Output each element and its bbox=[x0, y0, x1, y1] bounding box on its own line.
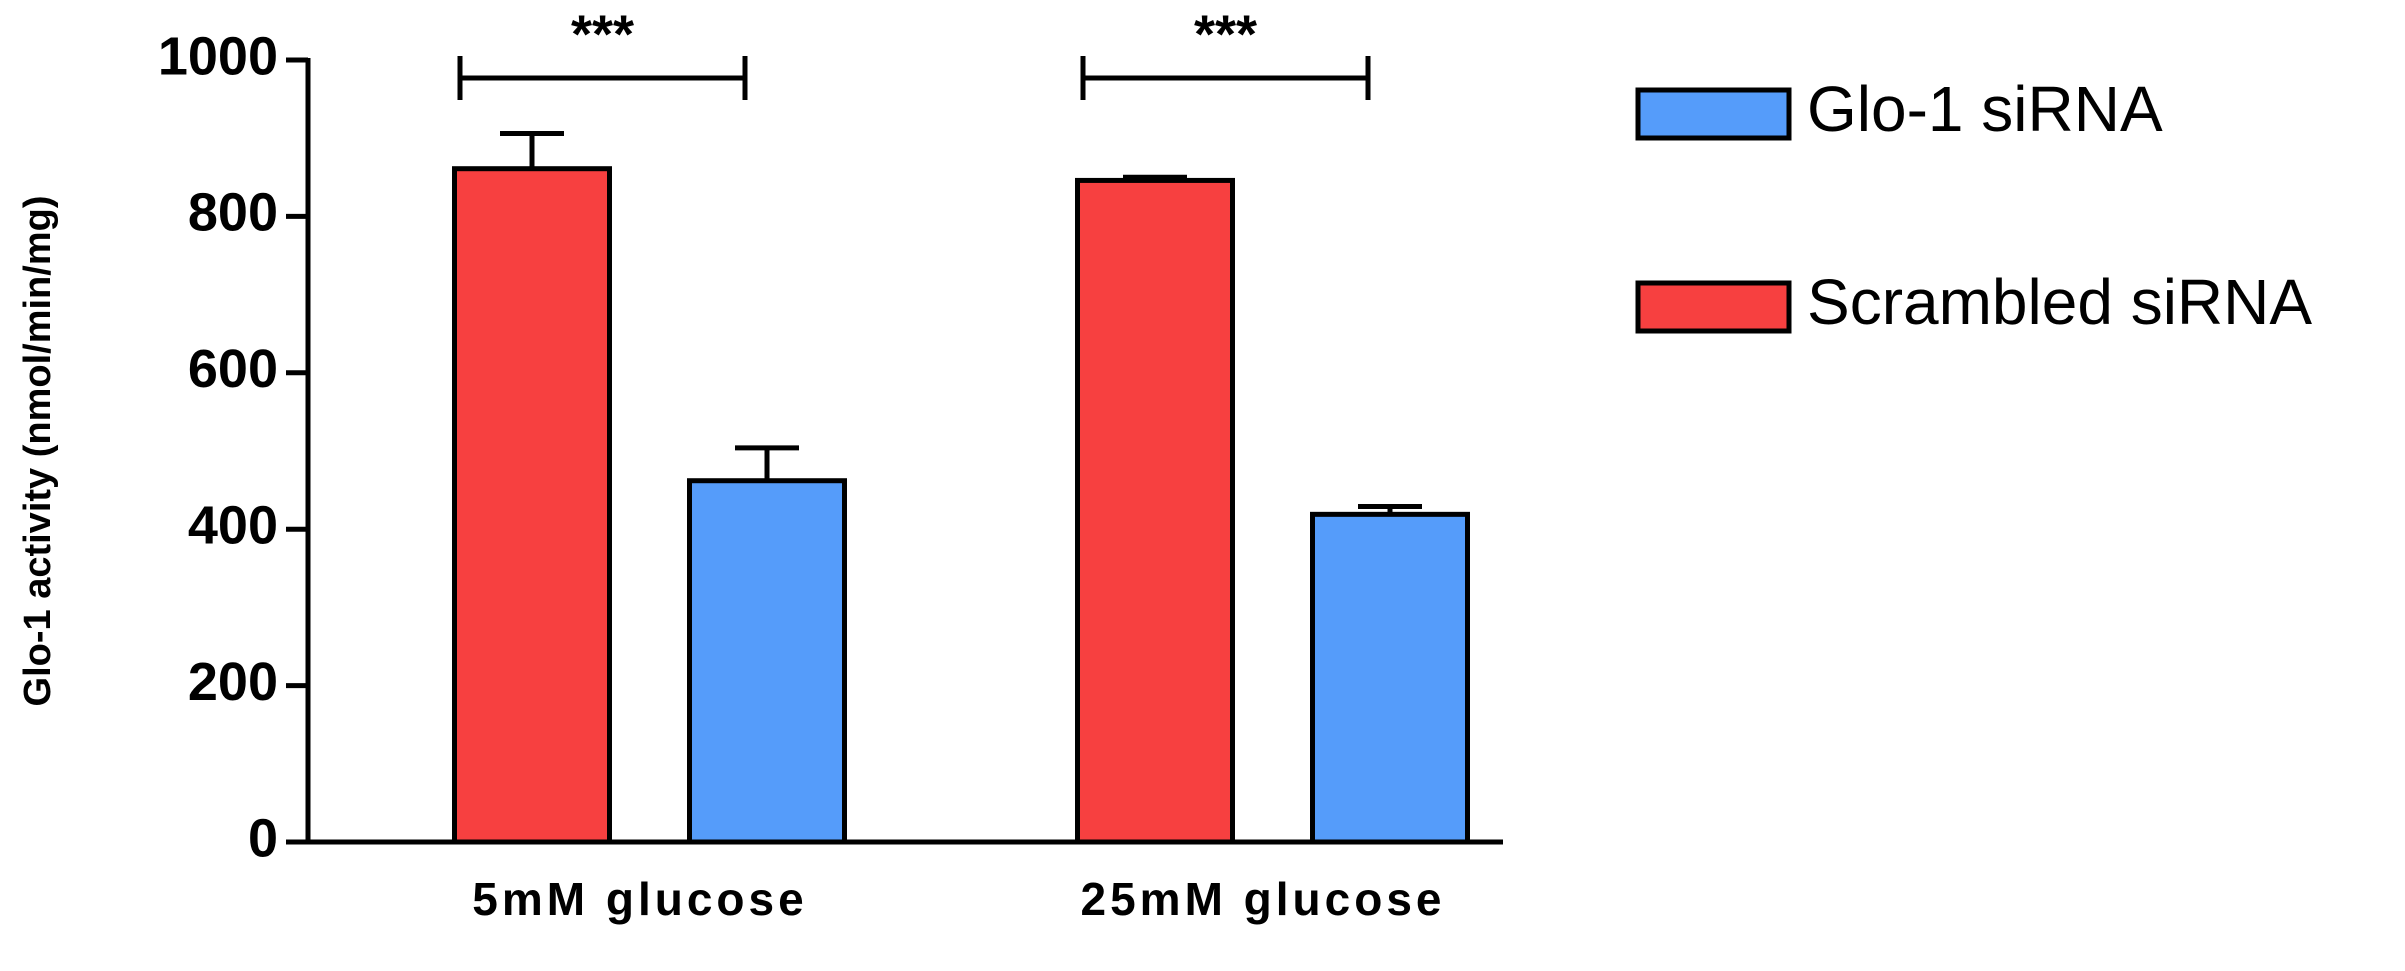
y-tick-label: 600 bbox=[188, 339, 278, 399]
legend-swatch bbox=[1635, 280, 1792, 334]
annotation: *** bbox=[571, 4, 634, 64]
x-tick-label: 5mM glucose bbox=[472, 873, 807, 925]
bar bbox=[687, 478, 847, 845]
annotation: *** bbox=[1194, 4, 1257, 64]
significance-bracket bbox=[457, 56, 748, 100]
x-tick-label: 25mM glucose bbox=[1081, 873, 1446, 925]
y-tick-label: 400 bbox=[188, 495, 278, 555]
legend-label: Glo-1 siRNA bbox=[1807, 73, 2163, 145]
bar bbox=[1075, 177, 1235, 845]
legend-swatch bbox=[1635, 87, 1792, 141]
bar bbox=[1310, 511, 1470, 845]
significance-bracket bbox=[1080, 56, 1371, 100]
y-tick-label: 1000 bbox=[158, 26, 278, 86]
y-tick-label: 200 bbox=[188, 652, 278, 712]
bar bbox=[452, 166, 612, 845]
y-tick-label: 800 bbox=[188, 183, 278, 243]
error-bar bbox=[735, 445, 799, 481]
y-axis-label: Glo-1 activity (nmol/min/mg) bbox=[17, 196, 59, 707]
error-bar bbox=[500, 131, 564, 169]
y-tick-label: 0 bbox=[248, 808, 278, 868]
legend-label: Scrambled siRNA bbox=[1807, 266, 2312, 338]
